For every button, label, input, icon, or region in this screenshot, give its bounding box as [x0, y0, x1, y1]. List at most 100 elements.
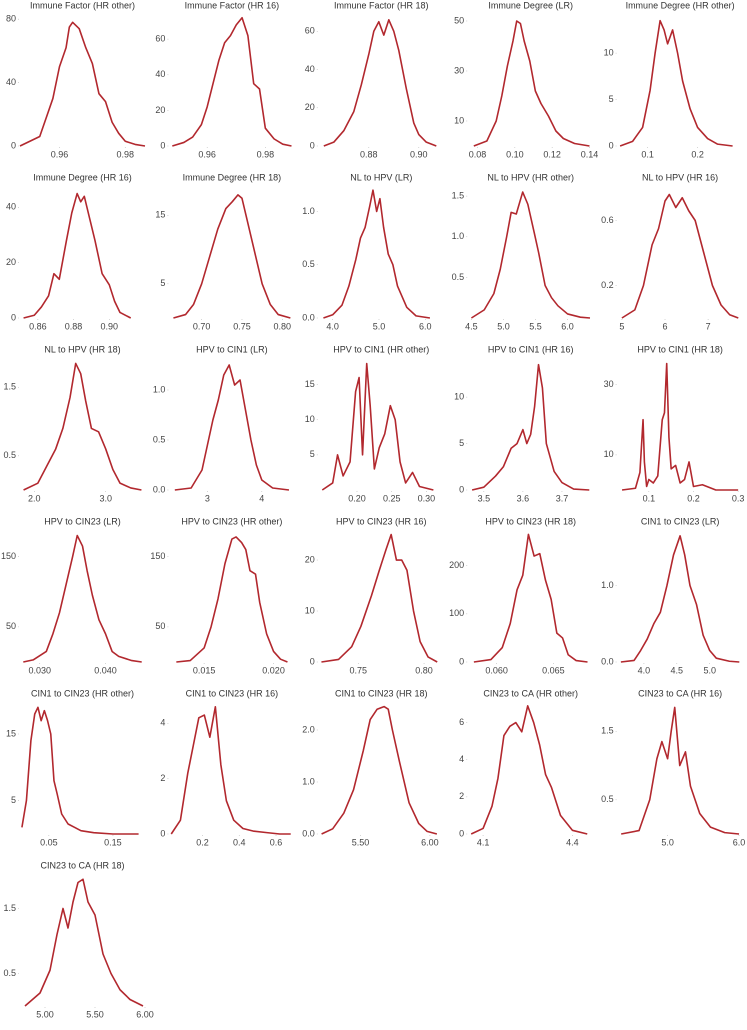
x-tick-label: 3.0: [99, 493, 112, 503]
x-tick-label: 0.20: [348, 493, 366, 503]
y-tick-label: 0.5: [153, 434, 166, 444]
y-tick-label: 2.0: [302, 724, 315, 734]
x-tick-label: 3: [205, 493, 210, 503]
x-tick-label: 6.0: [733, 837, 746, 847]
x-tick-label: 5.0: [703, 665, 716, 675]
x-tick-label: 0.040: [94, 665, 117, 675]
x-tick-label: 0.1: [641, 149, 654, 159]
x-tick-label: 0.25: [383, 493, 401, 503]
y-tick-label: 15: [305, 379, 315, 389]
y-tick-label: 0: [459, 828, 464, 838]
x-tick-label: 6.0: [561, 321, 574, 331]
y-tick-label: 0.0: [601, 656, 614, 666]
x-tick-label: 0.065: [542, 665, 565, 675]
y-tick-label: 0: [160, 828, 165, 838]
panel-title: Immune Factor (HR other): [30, 0, 135, 10]
x-tick-label: 5.00: [36, 1009, 54, 1019]
panel-title: NL to HPV (LR): [350, 172, 412, 182]
x-tick-label: 0.6: [270, 837, 283, 847]
density-line: [321, 533, 438, 663]
y-tick-label: 5: [11, 795, 16, 805]
x-tick-label: 0.96: [198, 149, 216, 159]
panel: Immune Factor (HR other) 0 40 80 0.96 0.98: [6, 0, 146, 159]
y-tick-label: 0: [459, 656, 464, 666]
density-line: [23, 534, 142, 663]
y-tick-label: 0.5: [302, 259, 315, 269]
density-line: [172, 16, 292, 147]
y-tick-label: 1.5: [3, 903, 16, 913]
x-tick-label: 5: [619, 321, 624, 331]
density-line: [23, 362, 142, 491]
panel: HPV to CIN23 (LR) 50 150 0.030 0.040: [1, 516, 142, 675]
panel: CIN23 to CA (HR other) 0 2 4 6 4.1 4.4: [459, 688, 588, 847]
x-tick-label: 0.75: [350, 665, 368, 675]
y-tick-label: 40: [6, 77, 16, 87]
y-tick-label: 60: [155, 34, 165, 44]
x-tick-label: 6.0: [419, 321, 432, 331]
y-tick-label: 0: [11, 140, 16, 150]
y-tick-label: 20: [155, 105, 165, 115]
x-tick-label: 3.7: [556, 493, 569, 503]
density-line: [323, 189, 431, 319]
x-tick-label: 4.1: [477, 837, 490, 847]
y-tick-label: 150: [1, 551, 16, 561]
density-line: [23, 192, 132, 319]
x-tick-label: 0.80: [274, 321, 292, 331]
y-tick-label: 4: [160, 718, 165, 728]
y-tick-label: 2: [459, 791, 464, 801]
panel-title: HPV to CIN23 (HR 18): [485, 516, 576, 526]
y-tick-label: 0: [310, 656, 315, 666]
y-tick-label: 1.5: [3, 382, 16, 392]
x-tick-label: 4.0: [638, 665, 651, 675]
panel-title: CIN1 to CIN23 (LR): [641, 516, 720, 526]
y-tick-label: 1.0: [153, 384, 166, 394]
x-tick-label: 0.10: [506, 149, 524, 159]
y-tick-label: 0.0: [153, 484, 166, 494]
panel-title: Immune Degree (HR 16): [33, 172, 132, 182]
panel: HPV to CIN1 (HR 18) 10 30 0.1 0.2 0.3: [604, 344, 745, 503]
panel: HPV to CIN23 (HR 16) 0 10 20 0.75 0.80: [305, 516, 438, 675]
y-tick-label: 30: [604, 379, 614, 389]
y-tick-label: 30: [454, 65, 464, 75]
panel-title: HPV to CIN23 (HR other): [181, 516, 282, 526]
y-tick-label: 0.5: [452, 272, 465, 282]
panel: CIN23 to CA (HR 18) 0.5 1.5 5.00 5.50 6.00: [3, 860, 153, 1019]
x-tick-label: 0.90: [101, 321, 119, 331]
x-tick-label: 0.2: [691, 149, 704, 159]
panel-title: Immune Degree (HR 18): [183, 172, 282, 182]
x-tick-label: 0.75: [233, 321, 251, 331]
panel-title: CIN1 to CIN23 (HR 18): [335, 688, 428, 698]
x-tick-label: 4.5: [671, 665, 684, 675]
panel-title: NL to HPV (HR 18): [44, 344, 120, 354]
x-tick-label: 0.14: [581, 149, 599, 159]
panel: CIN23 to CA (HR 16) 0.5 1.5 5.0 6.0: [601, 688, 745, 847]
y-tick-label: 1.5: [601, 726, 614, 736]
panel: Immune Degree (LR) 10 30 50 0.08 0.10 0.12 0.14: [454, 0, 598, 159]
density-line: [473, 533, 588, 663]
x-tick-label: 0.96: [51, 149, 69, 159]
x-tick-label: 5.0: [373, 321, 386, 331]
x-tick-label: 0.4: [233, 837, 246, 847]
panel: HPV to CIN1 (HR 16) 0 5 10 3.5 3.6 3.7: [454, 344, 590, 503]
x-tick-label: 4.4: [566, 837, 579, 847]
x-tick-label: 0.2: [196, 837, 209, 847]
x-tick-label: 0.90: [410, 149, 428, 159]
x-tick-label: 3.6: [517, 493, 530, 503]
x-tick-label: 6.00: [421, 837, 439, 847]
x-tick-label: 3.5: [478, 493, 491, 503]
density-line: [621, 193, 739, 319]
y-tick-label: 0: [11, 312, 16, 322]
x-tick-label: 4.0: [326, 321, 339, 331]
y-tick-label: 10: [454, 392, 464, 402]
density-line: [176, 536, 288, 663]
y-tick-label: 1.5: [452, 191, 465, 201]
y-tick-label: 0: [609, 140, 614, 150]
y-tick-label: 1.0: [601, 580, 614, 590]
y-tick-label: 5: [160, 278, 165, 288]
panel-title: Immune Degree (HR other): [626, 0, 735, 10]
y-tick-label: 0.2: [601, 280, 614, 290]
density-line: [173, 194, 291, 319]
density-line: [470, 191, 591, 319]
